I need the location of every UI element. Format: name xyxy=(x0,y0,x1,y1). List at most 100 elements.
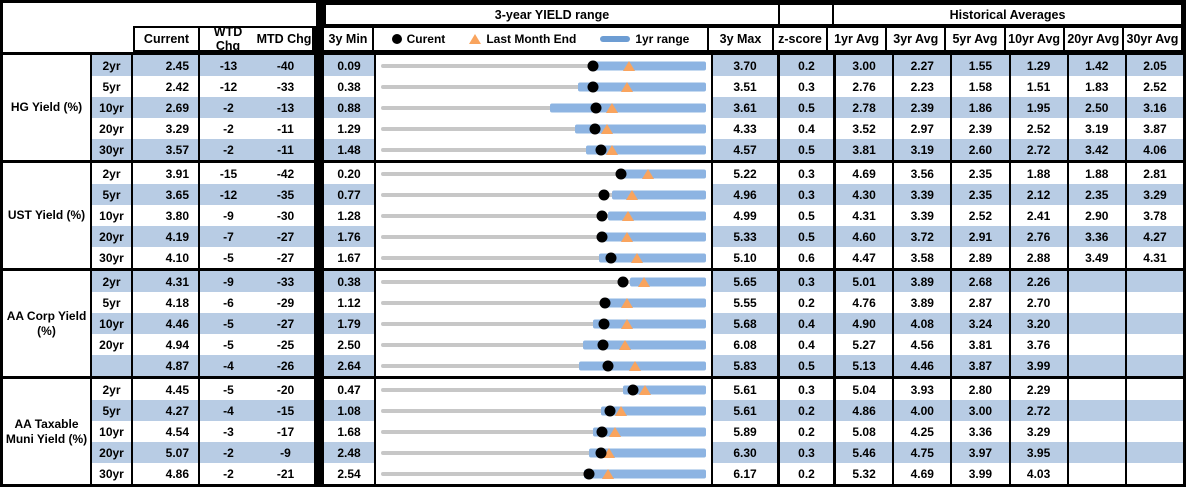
cell-avg-20yr: 3.42 xyxy=(1068,139,1127,160)
cell-avg-20yr xyxy=(1068,400,1127,421)
cell-avg-20yr: 1.83 xyxy=(1068,76,1127,97)
cell-avg-20yr: 3.36 xyxy=(1068,226,1127,247)
last-month-end-marker xyxy=(619,339,632,350)
cell-avg-3yr: 4.08 xyxy=(894,313,953,334)
1yr-range-bar xyxy=(618,169,706,178)
cell-avg-10yr: 2.72 xyxy=(1010,139,1069,160)
cell-3y-max: 3.61 xyxy=(713,97,780,118)
cell-3y-min: 1.12 xyxy=(324,292,376,313)
cell-avg-5yr: 3.87 xyxy=(952,355,1011,376)
current-marker xyxy=(627,384,639,395)
cell-avg-1yr: 2.78 xyxy=(836,97,895,118)
cell-wtd-mtd: -9 -30 xyxy=(200,205,316,226)
range-chart xyxy=(376,205,713,226)
cell-current: 4.45 xyxy=(133,379,200,400)
cell-wtd-chg: -12 xyxy=(219,187,238,202)
column-header-3y-max: 3y Max xyxy=(707,26,774,52)
cell-avg-10yr: 1.29 xyxy=(1010,55,1069,76)
cell-z-score: 0.5 xyxy=(780,355,836,376)
header-bottom-border xyxy=(3,52,1183,55)
range-chart xyxy=(376,226,713,247)
range-chart xyxy=(376,421,713,442)
cell-avg-30yr xyxy=(1126,313,1183,334)
current-marker xyxy=(583,468,595,479)
table-row: 4.87 -4 -26 2.64 5.83 0.5 5.13 4.46 3.87 3.99 xyxy=(92,355,1183,376)
cell-current: 4.10 xyxy=(133,247,200,268)
cell-tenor: 2yr xyxy=(92,55,133,76)
chart-legend: Curent Last Month End 1yr range xyxy=(372,26,709,52)
column-header-5yr-avg: 5yr Avg xyxy=(944,26,1006,52)
cell-3y-min: 0.77 xyxy=(324,184,376,205)
cell-avg-1yr: 5.13 xyxy=(836,355,895,376)
column-header-3y-min: 3y Min xyxy=(322,26,374,52)
cell-wtd-chg: -2 xyxy=(223,142,234,157)
cell-current: 3.80 xyxy=(133,205,200,226)
cell-avg-30yr xyxy=(1126,400,1183,421)
cell-avg-20yr: 3.19 xyxy=(1068,118,1127,139)
thick-divider-column xyxy=(316,463,324,484)
cell-mtd-chg: -11 xyxy=(277,121,294,136)
yield-group: AA Corp Yield (%) 2yr 4.31 -9 -33 0.38 5.65 0.3… xyxy=(3,271,1183,376)
range-chart xyxy=(376,97,713,118)
cell-3y-max: 3.70 xyxy=(713,55,780,76)
table-row: 5yr 4.27 -4 -15 1.08 5.61 0.2 4.86 4.00 3.00 2.72 xyxy=(92,400,1183,421)
table-body: HG Yield (%) 2yr 2.45 -13 -40 0.09 3.70 0.2 3.00… xyxy=(3,55,1183,484)
1yr-range-bar xyxy=(602,298,706,307)
cell-mtd-chg: -11 xyxy=(277,142,294,157)
legend-current-label: Curent xyxy=(406,32,446,46)
cell-avg-20yr: 3.49 xyxy=(1068,247,1127,268)
cell-avg-5yr: 3.24 xyxy=(952,313,1011,334)
range-chart xyxy=(376,184,713,205)
cell-avg-10yr: 2.88 xyxy=(1010,247,1069,268)
range-chart xyxy=(376,55,713,76)
3y-range-track xyxy=(381,471,706,476)
thick-divider-column xyxy=(316,379,324,400)
cell-wtd-mtd: -5 -25 xyxy=(200,334,316,355)
cell-avg-3yr: 4.56 xyxy=(894,334,953,355)
last-month-triangle-icon xyxy=(469,34,482,44)
cell-avg-30yr: 2.05 xyxy=(1126,55,1183,76)
cell-3y-min: 0.47 xyxy=(324,379,376,400)
3y-range-track xyxy=(381,429,706,434)
column-header-current: Current xyxy=(133,26,200,52)
group-rows: 2yr 2.45 -13 -40 0.09 3.70 0.2 3.00 2.27 1.55 1.29… xyxy=(92,55,1183,160)
thick-divider-column xyxy=(316,118,324,139)
cell-wtd-mtd: -12 -35 xyxy=(200,184,316,205)
range-chart xyxy=(376,379,713,400)
cell-avg-30yr: 3.16 xyxy=(1126,97,1183,118)
cell-avg-30yr xyxy=(1126,292,1183,313)
cell-current: 4.46 xyxy=(133,313,200,334)
cell-3y-min: 1.28 xyxy=(324,205,376,226)
thick-divider-column xyxy=(314,26,322,52)
column-header-3yr-avg: 3yr Avg xyxy=(885,26,947,52)
cell-avg-1yr: 4.86 xyxy=(836,400,895,421)
thick-divider-column xyxy=(316,271,324,292)
3y-range-track xyxy=(381,408,706,413)
thick-divider-column xyxy=(316,163,324,184)
table-row: 2yr 4.45 -5 -20 0.47 5.61 0.3 5.04 3.93 2.80 2.29 xyxy=(92,379,1183,400)
group-rows: 2yr 4.45 -5 -20 0.47 5.61 0.3 5.04 3.93 2.80 2.29 5… xyxy=(92,379,1183,484)
cell-avg-30yr xyxy=(1126,271,1183,292)
cell-tenor: 20yr xyxy=(92,334,133,355)
cell-avg-1yr: 4.31 xyxy=(836,205,895,226)
current-marker xyxy=(595,447,607,458)
cell-avg-3yr: 2.23 xyxy=(894,76,953,97)
1yr-range-bar xyxy=(593,427,706,436)
cell-mtd-chg: -25 xyxy=(276,337,295,352)
cell-mtd-chg: -42 xyxy=(276,166,295,181)
table-row: 2yr 2.45 -13 -40 0.09 3.70 0.2 3.00 2.27 1.55 1.29… xyxy=(92,55,1183,76)
current-marker xyxy=(597,339,608,350)
1yr-range-bar xyxy=(578,82,706,91)
cell-3y-max: 5.55 xyxy=(713,292,780,313)
cell-3y-min: 0.88 xyxy=(324,97,376,118)
1yr-range-bar xyxy=(593,319,706,328)
column-header-zscore: z-score xyxy=(772,26,828,52)
cell-3y-min: 1.68 xyxy=(324,421,376,442)
cell-avg-10yr: 2.29 xyxy=(1010,379,1069,400)
cell-current: 3.65 xyxy=(133,184,200,205)
last-month-end-marker xyxy=(601,468,614,479)
table-row: 30yr 4.10 -5 -27 1.67 5.10 0.6 4.47 3.58 2.89 2.88… xyxy=(92,247,1183,268)
table-row: 2yr 4.31 -9 -33 0.38 5.65 0.3 5.01 3.89 2.68 2.26 xyxy=(92,271,1183,292)
cell-current: 4.27 xyxy=(133,400,200,421)
thick-divider-column xyxy=(316,400,324,421)
